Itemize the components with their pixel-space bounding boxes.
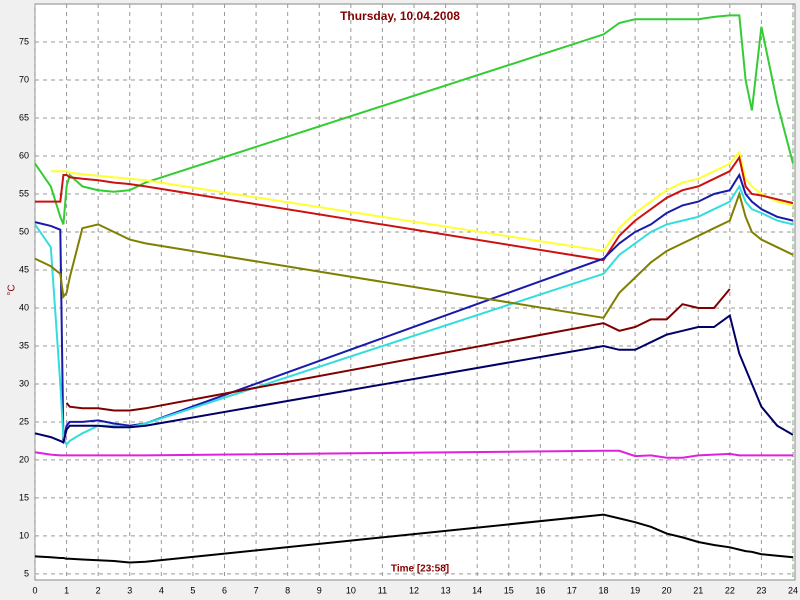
x-tick-label: 6 [222, 585, 227, 595]
y-tick-label: 10 [19, 530, 29, 540]
x-tick-label: 9 [317, 585, 322, 595]
x-tick-label: 14 [472, 585, 482, 595]
series-line [34, 14, 794, 225]
x-tick-label: 24 [788, 585, 798, 595]
y-tick-label: 20 [19, 454, 29, 464]
y-tick-label: 15 [19, 492, 29, 502]
y-tick-label: 40 [19, 302, 29, 312]
x-tick-label: 18 [598, 585, 608, 595]
x-tick-label: 5 [190, 585, 195, 595]
y-tick-label: 5 [24, 568, 29, 578]
y-tick-label: 50 [19, 226, 29, 236]
series-line [34, 449, 793, 459]
y-tick-label: 35 [19, 340, 29, 350]
series-line [34, 513, 794, 564]
x-tick-label: 1 [64, 585, 69, 595]
y-tick-label: 70 [19, 74, 29, 84]
x-tick-label: 12 [409, 585, 419, 595]
x-tick-label: 7 [254, 585, 259, 595]
x-tick-label: 3 [127, 585, 132, 595]
x-tick-label: 16 [535, 585, 545, 595]
x-tick-label: 23 [756, 585, 766, 595]
plot-area [34, 3, 796, 581]
y-tick-label: 60 [19, 150, 29, 160]
x-tick-label: 8 [285, 585, 290, 595]
series-line [34, 313, 794, 444]
x-tick-label: 4 [159, 585, 164, 595]
series-line [35, 155, 794, 262]
x-tick-label: 20 [662, 585, 672, 595]
y-tick-label: 25 [19, 416, 29, 426]
series-line [50, 150, 794, 253]
series-line [34, 190, 794, 319]
series-line [34, 184, 794, 447]
x-tick-label: 15 [504, 585, 514, 595]
x-tick-label: 21 [693, 585, 703, 595]
y-axis-label: °C [7, 284, 18, 295]
y-tick-label: 55 [19, 188, 29, 198]
x-axis-label: Time [23:58] [391, 564, 449, 575]
x-tick-label: 13 [441, 585, 451, 595]
x-tick-label: 10 [346, 585, 356, 595]
series-line [34, 172, 794, 442]
x-tick-label: 17 [567, 585, 577, 595]
series-line [65, 288, 731, 412]
x-tick-label: 22 [725, 585, 735, 595]
chart-title: Thursday, 10.04.2008 [340, 9, 460, 23]
x-tick-label: 2 [96, 585, 101, 595]
y-tick-label: 30 [19, 378, 29, 388]
x-tick-label: 19 [630, 585, 640, 595]
x-tick-label: 0 [32, 585, 37, 595]
x-tick-label: 11 [378, 585, 387, 595]
y-tick-label: 65 [19, 112, 29, 122]
y-tick-label: 45 [19, 264, 29, 274]
y-tick-label: 75 [19, 36, 29, 46]
